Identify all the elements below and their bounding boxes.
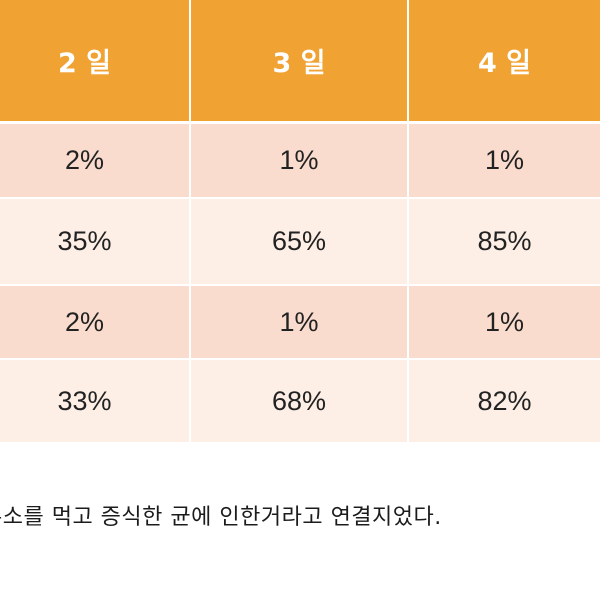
- table-cell: 1%: [409, 124, 600, 199]
- table-row: 33% 68% 82%: [0, 360, 600, 444]
- table-cell: 1%: [191, 124, 409, 199]
- table-cell: 68%: [191, 360, 409, 444]
- table-cell: 2%: [0, 124, 191, 199]
- table-cell: 35%: [0, 199, 191, 286]
- table-row: 2% 1% 1%: [0, 286, 600, 360]
- table-cell: 65%: [191, 199, 409, 286]
- table-cell: 2%: [0, 286, 191, 360]
- table-row: 2% 1% 1%: [0, 124, 600, 199]
- table-row: 35% 65% 85%: [0, 199, 600, 286]
- header-cell-day-2: 2 일: [0, 0, 191, 124]
- table-cell: 33%: [0, 360, 191, 444]
- header-cell-day-3: 3 일: [191, 0, 409, 124]
- table-cell: 82%: [409, 360, 600, 444]
- table-cell: 85%: [409, 199, 600, 286]
- results-table: 2 일 3 일 4 일 2% 1% 1% 35% 65% 85% 2% 1% 1…: [0, 0, 600, 444]
- table-cell: 1%: [191, 286, 409, 360]
- caption-text: 수소를 먹고 증식한 균에 인한거라고 연결지었다.: [0, 505, 442, 530]
- table-cell: 1%: [409, 286, 600, 360]
- header-cell-day-4: 4 일: [409, 0, 600, 124]
- table-header-row: 2 일 3 일 4 일: [0, 0, 600, 124]
